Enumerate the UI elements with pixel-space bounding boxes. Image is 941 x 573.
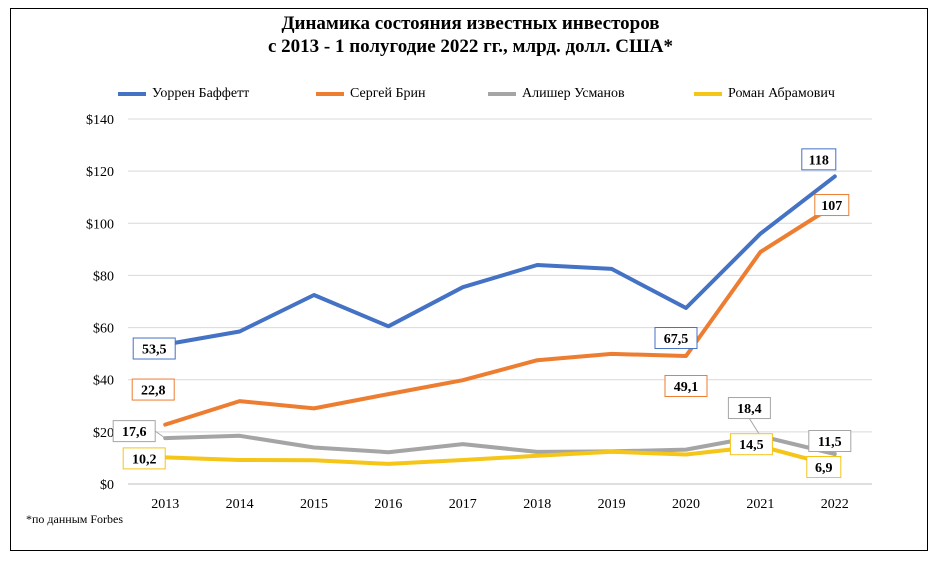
series-line-3 [163, 444, 837, 468]
legend-swatch [118, 92, 146, 96]
legend-label: Сергей Брин [350, 86, 426, 101]
chart-title-line-2: с 2013 - 1 полугодие 2022 гг., млрд. дол… [267, 36, 674, 57]
x-tick-label: 2018 [523, 497, 551, 512]
data-label-box [814, 194, 850, 217]
x-tick-label: 2017 [449, 497, 477, 512]
footnote: *по данным Forbes [26, 512, 124, 526]
y-tick-label: $60 [93, 322, 114, 337]
data-label: 17,6 [122, 425, 147, 440]
chart-title: Динамика состояния известных инвесторов … [0, 12, 941, 58]
chart-title-line-1: Динамика состояния известных инвесторов [281, 13, 660, 34]
legend-item-usmanov: Алишер Усманов [488, 86, 625, 102]
data-label: 53,5 [142, 343, 167, 358]
y-tick-label: $40 [93, 374, 114, 389]
legend-swatch [316, 92, 344, 96]
data-label: 22,8 [141, 384, 166, 399]
data-label: 49,1 [674, 380, 699, 395]
data-label-leader [154, 430, 166, 439]
x-tick-label: 2013 [151, 497, 179, 512]
data-label-box [654, 327, 698, 350]
x-tick-label: 2021 [746, 497, 774, 512]
data-label-box [131, 378, 175, 401]
data-label-box [727, 397, 771, 420]
legend-label: Алишер Усманов [522, 86, 625, 101]
x-tick-label: 2020 [672, 497, 700, 512]
y-tick-label: $100 [86, 217, 114, 232]
x-tick-label: 2019 [598, 497, 626, 512]
y-tick-label: $140 [86, 113, 114, 128]
series-line-2 [163, 433, 837, 456]
data-label: 67,5 [664, 332, 689, 347]
x-tick-label: 2014 [226, 497, 254, 512]
data-label-box [808, 430, 852, 453]
series-line-0 [163, 174, 837, 347]
data-label: 10,2 [132, 452, 157, 467]
x-tick-label: 2015 [300, 497, 328, 512]
series-line-1 [163, 203, 837, 427]
data-label-leader [748, 418, 761, 437]
data-label-box [132, 337, 176, 360]
data-label-box [664, 374, 708, 397]
legend-item-brin: Сергей Брин [316, 86, 426, 102]
data-label: 18,4 [737, 402, 762, 417]
legend: Уоррен Баффетт Сергей Брин Алишер Усмано… [0, 86, 941, 106]
data-label-box [112, 420, 156, 443]
legend-swatch [694, 92, 722, 96]
legend-swatch [488, 92, 516, 96]
legend-item-abramovich: Роман Абрамович [694, 86, 835, 102]
data-label: 118 [809, 153, 829, 168]
data-label: 6,9 [815, 461, 833, 476]
data-label: 11,5 [818, 435, 842, 450]
y-tick-label: $0 [100, 478, 114, 493]
legend-label: Роман Абрамович [728, 86, 835, 101]
data-label: 14,5 [739, 438, 764, 453]
data-label-box [801, 148, 837, 171]
legend-label: Уоррен Баффетт [152, 86, 250, 101]
y-tick-label: $20 [93, 426, 114, 441]
data-label-box [122, 447, 166, 470]
data-label-box [729, 433, 773, 456]
y-tick-label: $120 [86, 165, 114, 180]
y-tick-label: $80 [93, 269, 114, 284]
x-tick-label: 2022 [821, 497, 849, 512]
x-tick-label: 2016 [374, 497, 402, 512]
data-label-box [806, 456, 842, 479]
legend-item-buffett: Уоррен Баффетт [118, 86, 249, 102]
data-label: 107 [821, 199, 842, 214]
